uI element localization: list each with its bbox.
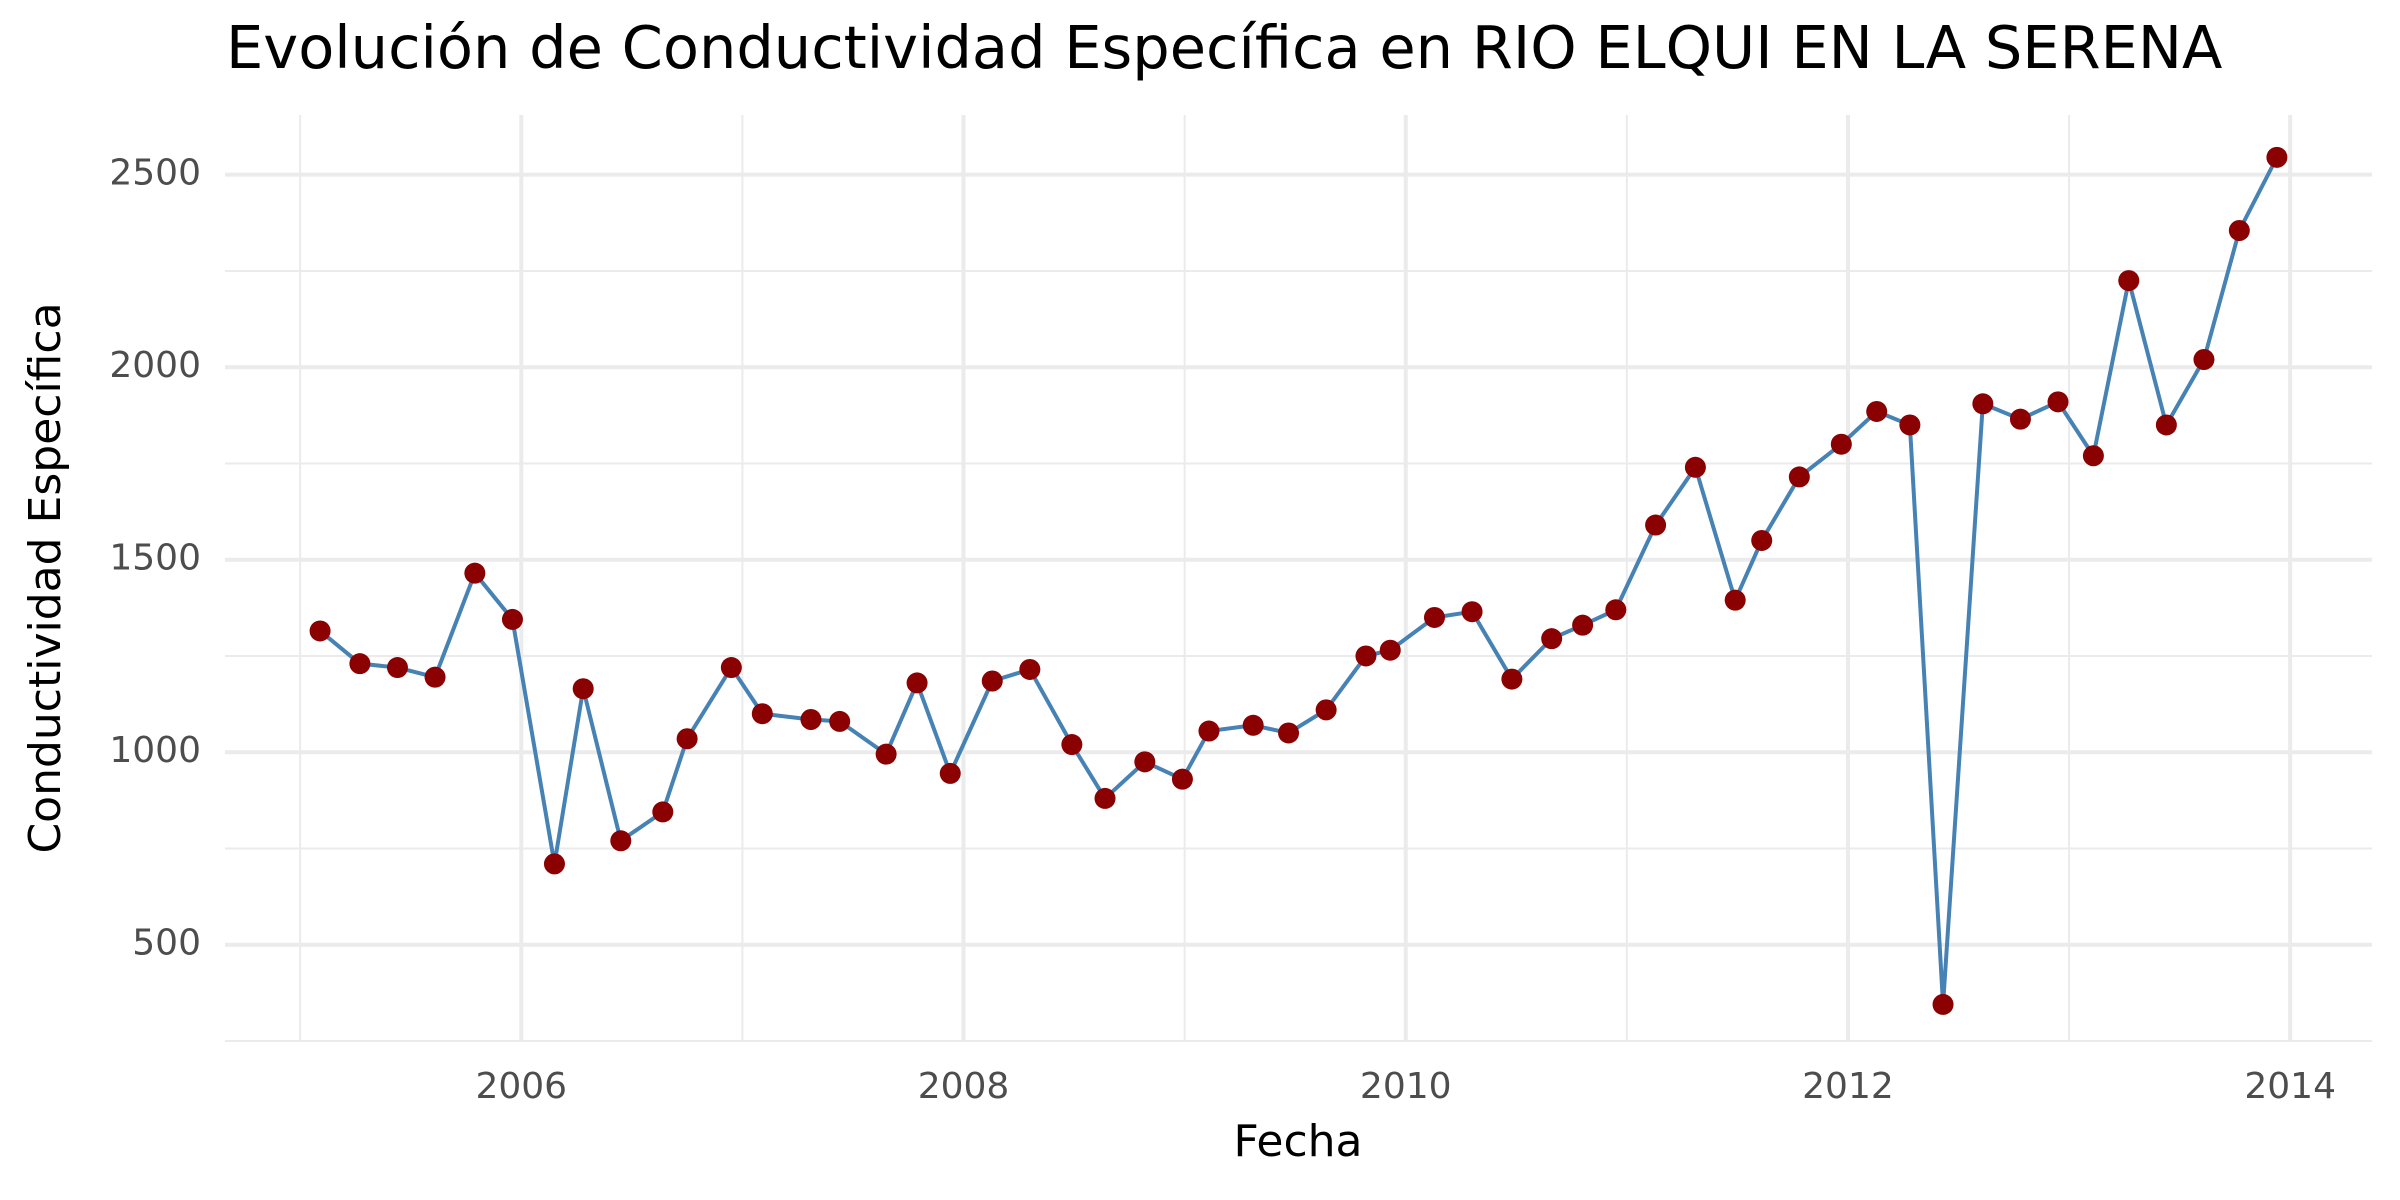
data-point [1461, 601, 1483, 623]
data-point [2228, 220, 2250, 242]
data-point [2009, 408, 2031, 430]
chart-title: Evolución de Conductividad Específica en… [226, 13, 2222, 82]
data-point [1315, 699, 1337, 721]
data-line [318, 156, 2279, 1007]
data-point [981, 670, 1003, 692]
data-point [424, 666, 446, 688]
data-point [2118, 270, 2140, 292]
data-point [1541, 628, 1563, 650]
data-point [1019, 658, 1041, 680]
data-point [1572, 614, 1594, 636]
data-point [610, 830, 632, 852]
data-point [652, 801, 674, 823]
x-tick-label: 2008 [918, 1066, 1010, 1107]
data-point [1423, 606, 1445, 628]
data-point [1724, 589, 1746, 611]
data-point [1684, 456, 1706, 478]
data-point [1972, 393, 1994, 415]
marks [309, 146, 2288, 1015]
data-point [1171, 768, 1193, 790]
data-point [906, 672, 928, 694]
x-tick-label: 2014 [2244, 1066, 2336, 1107]
data-point [1932, 993, 1954, 1015]
data-point [1899, 414, 1921, 436]
data-point [1751, 529, 1773, 551]
x-axis-title: Fecha [1233, 1116, 1362, 1167]
data-point [501, 608, 523, 630]
data-point [1830, 433, 1852, 455]
data-point [2193, 348, 2215, 370]
data-point [1198, 720, 1220, 742]
data-point [1242, 714, 1264, 736]
grid [225, 115, 2372, 1042]
data-point [349, 653, 371, 675]
data-point [720, 657, 742, 679]
data-point [1605, 599, 1627, 621]
data-point [1094, 787, 1116, 809]
data-point [543, 853, 565, 875]
data-point [1134, 751, 1156, 773]
data-point [1355, 645, 1377, 667]
x-tick-label: 2010 [1360, 1066, 1452, 1107]
data-point [1866, 400, 1888, 422]
data-point [1278, 722, 1300, 744]
data-point [829, 710, 851, 732]
y-tick-label: 2000 [109, 345, 201, 386]
data-point [676, 728, 698, 750]
data-point [800, 708, 822, 730]
data-point [1645, 514, 1667, 536]
data-point [1501, 668, 1523, 690]
y-axis-title: Conductividad Específica [20, 302, 71, 853]
data-point [572, 678, 594, 700]
data-point [2047, 391, 2069, 413]
data-point [2266, 146, 2288, 168]
y-tick-label: 1500 [109, 538, 201, 579]
data-point [1788, 466, 1810, 488]
y-tick-label: 2500 [109, 153, 201, 194]
data-point [1061, 734, 1083, 756]
data-point [751, 703, 773, 725]
data-point [939, 762, 961, 784]
data-point [875, 743, 897, 765]
data-point [1379, 639, 1401, 661]
x-tick-label: 2006 [475, 1066, 567, 1107]
data-point [464, 562, 486, 584]
data-point [2082, 445, 2104, 467]
y-tick-label: 1000 [109, 730, 201, 771]
x-tick-label: 2012 [1802, 1066, 1894, 1107]
data-point [309, 620, 331, 642]
data-point [386, 657, 408, 679]
data-point [2155, 414, 2177, 436]
y-tick-label: 500 [132, 923, 201, 964]
